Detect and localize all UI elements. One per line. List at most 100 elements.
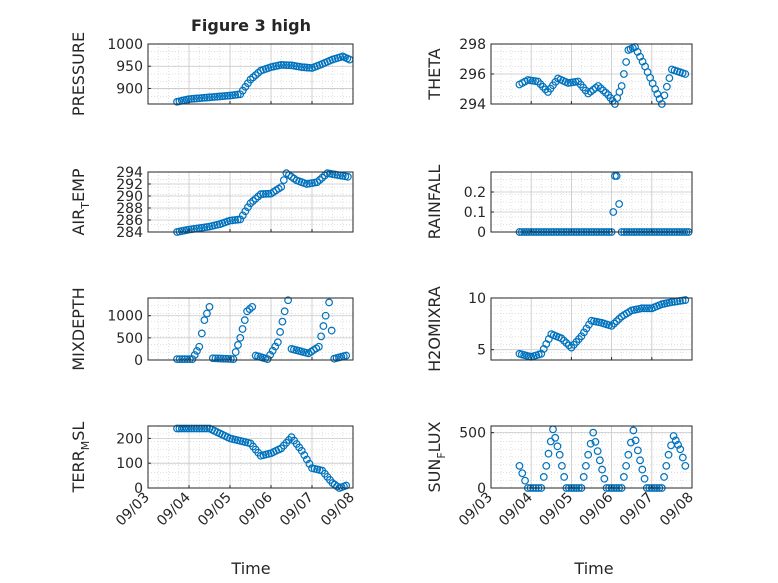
data-point [664,450,673,459]
data-point [539,473,548,481]
figure-title: Figure 3 high [191,16,311,35]
data-point [195,342,204,351]
data-point [622,461,631,470]
data-point [622,58,631,66]
x-tick-label: 09/08 [318,490,358,530]
series-markers [173,296,351,364]
data-point [542,461,551,470]
data-point [238,325,247,333]
axes-box [147,425,354,489]
data-point [203,93,211,102]
data-point [246,199,255,208]
data-point [297,446,306,455]
data-point [185,424,193,433]
subplot-mixdepth: 0 500 1000 MIXDEPTH [69,287,354,371]
data-point [600,474,609,483]
y-axis-label-main: MIXDEPTH [69,287,88,370]
data-point [607,322,616,330]
data-point [601,88,610,97]
data-point [280,307,289,316]
data-point [213,92,222,101]
data-point [248,302,257,311]
data-point [582,324,591,333]
data-point [249,197,257,205]
y-tick-label: 0 [477,481,486,497]
data-point [175,355,184,364]
y-tick-label: 294 [116,165,143,181]
y-tick-label: 0 [477,225,486,241]
y-tick-label: 0.2 [464,185,486,201]
subplot-sun_flux: 0 500 09/03 09/04 09/05 09/06 09/07 09/08 SUNFLU… [425,421,697,529]
data-point [220,92,229,100]
data-point [208,93,216,102]
data-point [665,74,674,83]
data-point [231,90,240,99]
data-point [662,82,671,91]
data-point [187,424,196,433]
data-point [617,82,626,90]
data-point [182,424,191,433]
data-point [236,333,245,342]
data-point [544,449,553,458]
data-point [240,316,249,325]
series-markers [515,296,690,361]
data-point [589,428,598,437]
data-point [555,450,564,459]
subplot-h2omixra: 5 10 H2OMIXRA [425,286,693,372]
data-point [218,92,227,101]
series-markers [515,425,690,492]
data-point [681,296,690,304]
data-point [190,94,199,103]
data-point [539,82,547,91]
data-point [278,317,287,326]
data-point [209,354,217,363]
data-point [197,329,206,338]
data-point [251,71,260,80]
y-tick-label: 286 [116,213,143,229]
subplot-terr_msl: 0 100 200 09/03 09/04 09/05 09/06 09/07 09/08 TER… [69,422,358,530]
x-tick-label: 09/04 [154,489,194,529]
data-point [674,440,682,449]
data-point [192,424,201,433]
data-point [582,461,590,470]
data-point [596,84,605,93]
data-point [215,92,224,101]
y-tick-label: 900 [116,81,143,97]
data-point [195,424,204,433]
minor-grid [490,172,693,232]
y-axis-label-subscript: M [79,441,92,451]
data-point [197,424,206,433]
data-point [536,80,545,89]
data-point [593,447,602,455]
data-point [655,95,664,103]
data-point [200,424,209,433]
data-point [300,63,309,72]
axes-box [147,171,354,233]
y-axis-label: PRESSURE [69,32,88,116]
data-point [318,173,327,182]
y-axis-label-rest: LUX [425,421,444,452]
data-point [580,328,588,337]
minor-grid [147,44,354,104]
y-axis-label: AIRTEMP [69,168,92,235]
y-axis-label: RAINFALL [425,165,444,240]
x-tick-label: 09/08 [657,490,697,530]
x-tick-label: 09/03 [113,490,153,530]
data-point [173,355,181,364]
data-point [195,94,204,103]
data-point [518,469,527,478]
y-axis-label: H2OMIXRA [425,286,444,372]
x-tick-label: 09/04 [496,489,536,529]
data-point [210,92,219,101]
data-point [285,61,293,70]
data-point [645,304,654,313]
data-point [610,319,619,328]
data-point [598,465,607,474]
data-point [653,90,662,98]
data-point [619,473,628,481]
data-point [640,474,649,483]
data-point [315,176,324,184]
y-axis-label-subscript: F [435,452,448,458]
axes-box [490,425,693,489]
subplot-theta: 294 296 298 THETA [425,37,693,113]
